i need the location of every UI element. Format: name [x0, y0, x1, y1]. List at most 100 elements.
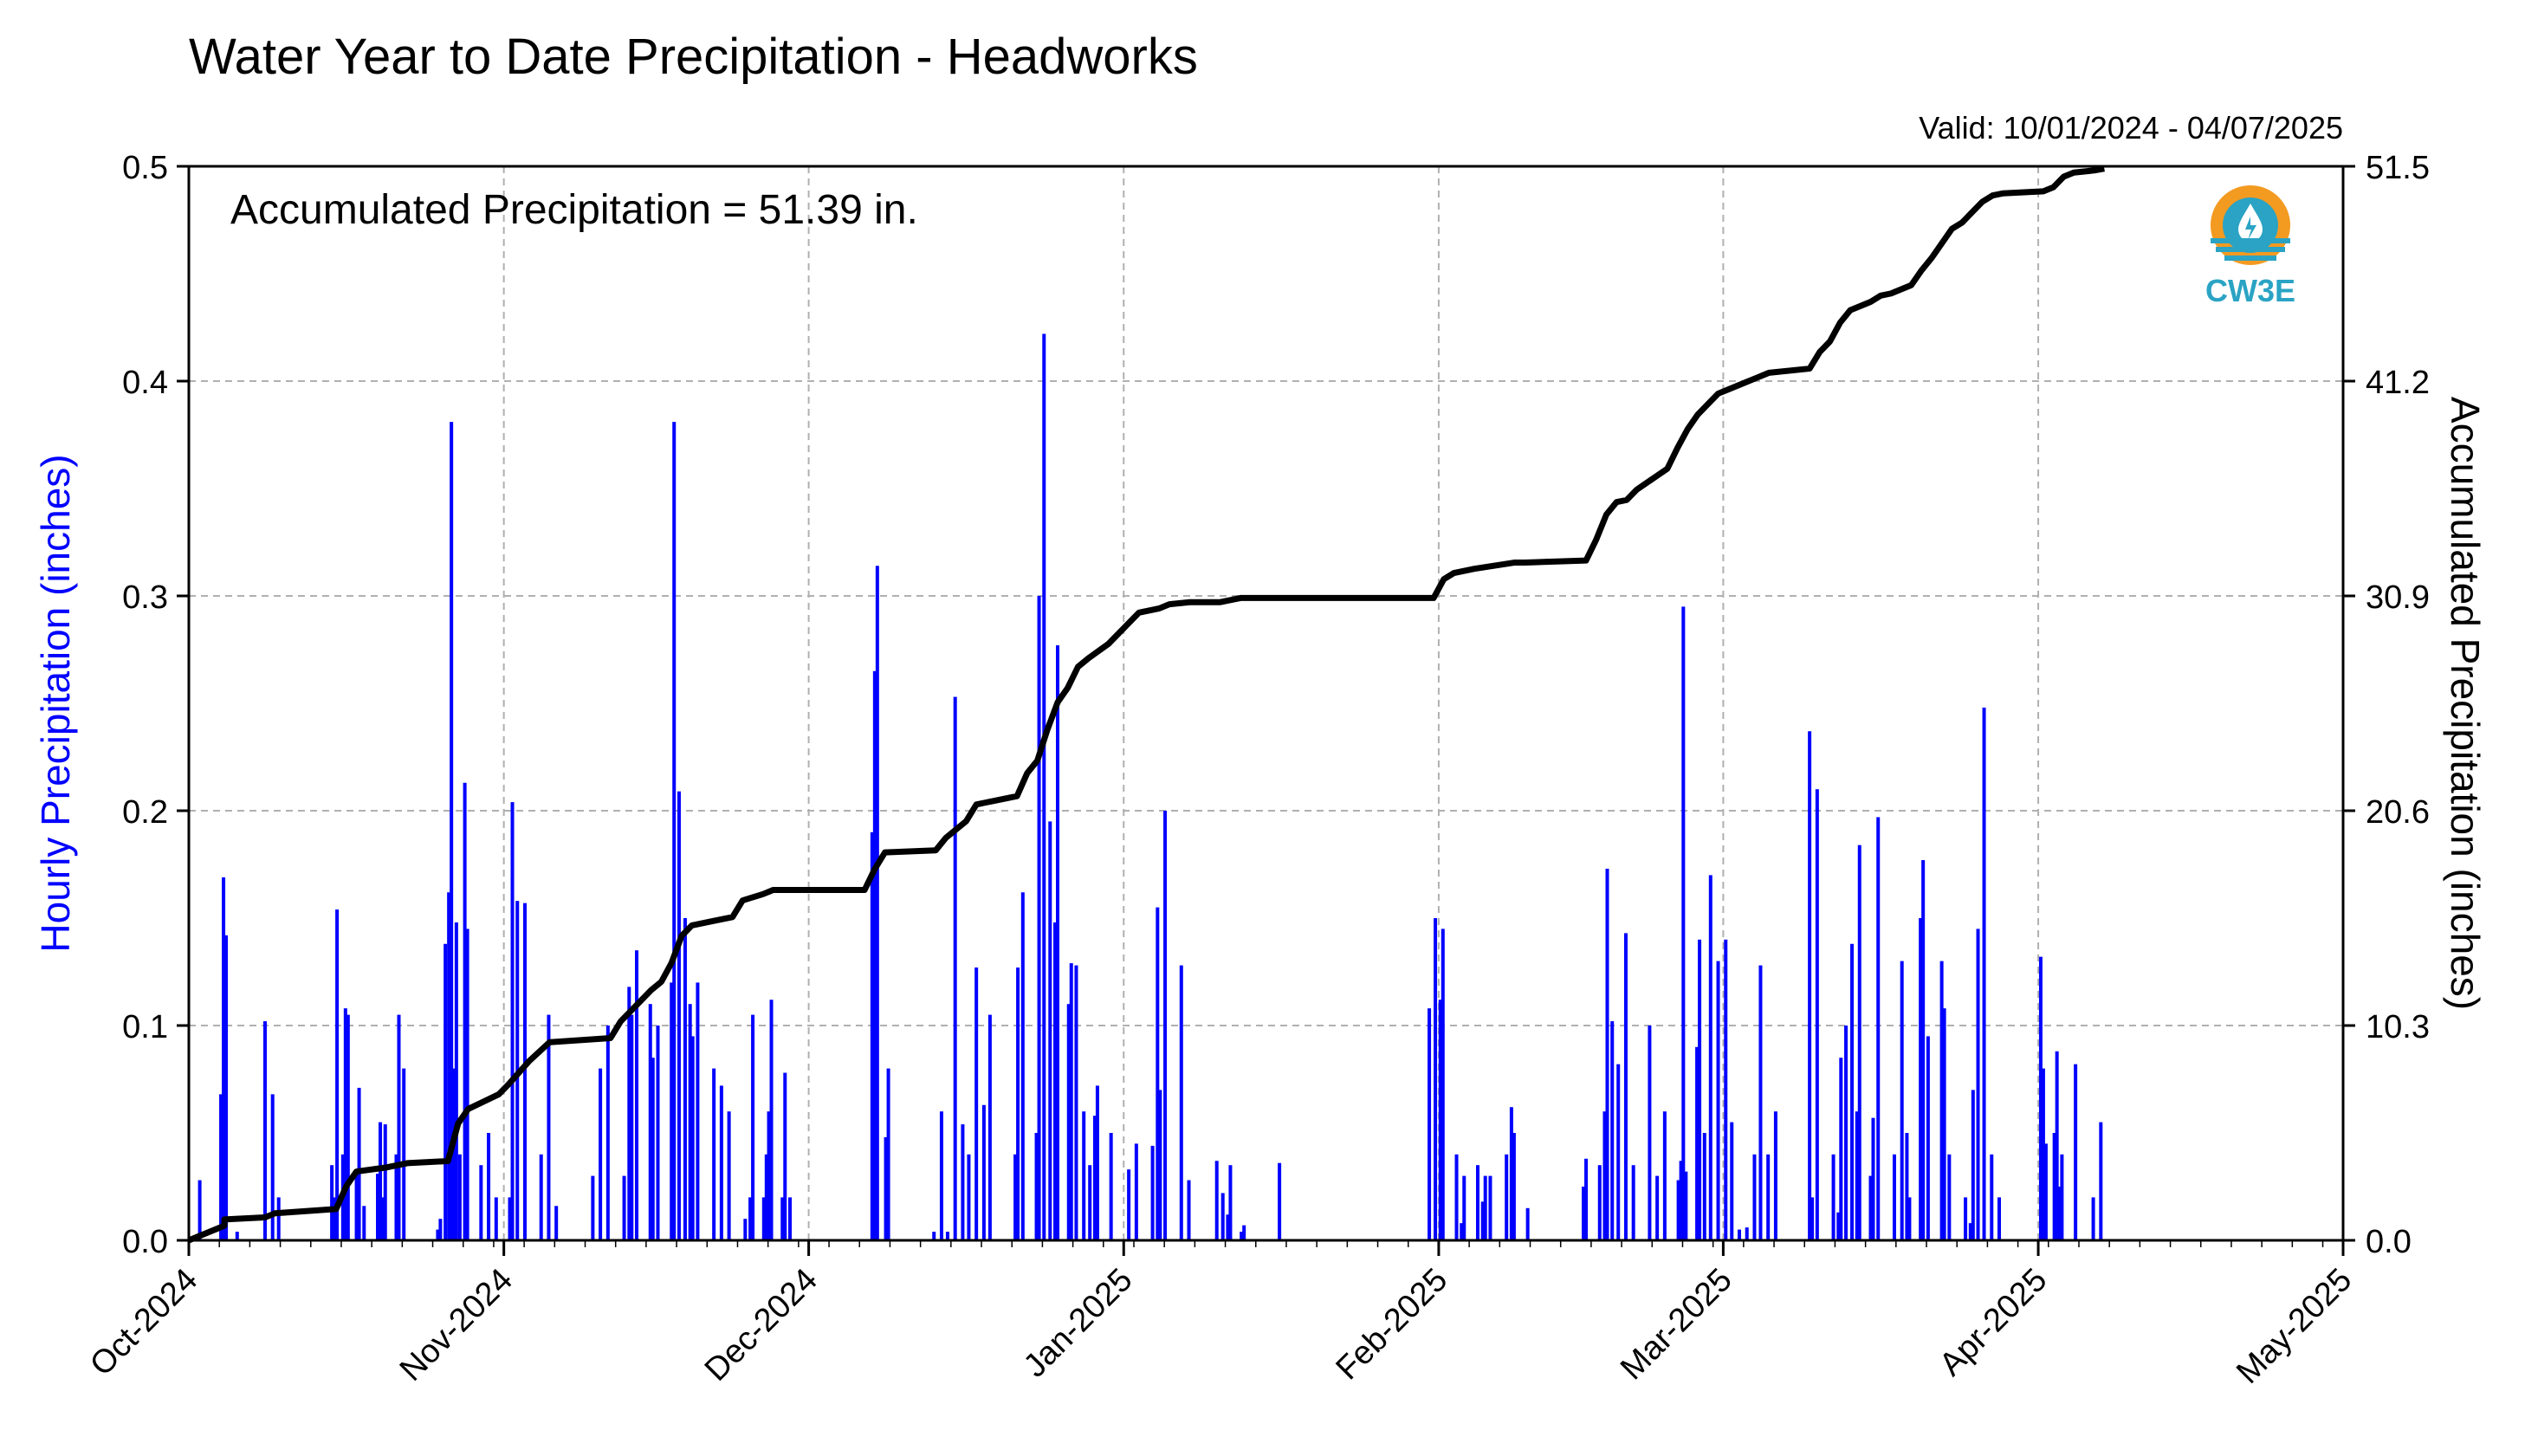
y-right-tick-label: 20.6 — [2366, 794, 2430, 831]
hourly-bar — [1900, 961, 1904, 1240]
hourly-bar — [1475, 1165, 1479, 1240]
hourly-bar — [1483, 1175, 1487, 1240]
hourly-bar — [1179, 965, 1183, 1240]
hourly-bar — [690, 1036, 695, 1240]
hourly-bar — [362, 1206, 366, 1240]
hourly-bar — [379, 1122, 383, 1240]
hourly-bar — [510, 802, 515, 1240]
hourly-bar — [1871, 1117, 1875, 1240]
hourly-bar — [1074, 965, 1078, 1240]
cw3e-logo: CW3E — [2198, 178, 2302, 312]
hourly-bar — [1708, 875, 1712, 1240]
hourly-bar — [748, 1197, 753, 1240]
hourly-bar — [2057, 1187, 2062, 1240]
hourly-bar — [1752, 1154, 1757, 1240]
hourly-bar — [1509, 1107, 1513, 1240]
hourly-bar — [1066, 1004, 1071, 1240]
hourly-bar — [1839, 1058, 1843, 1240]
hourly-bar — [1681, 606, 1686, 1240]
hourly-bar — [1662, 1111, 1667, 1240]
hourly-bar — [457, 1154, 462, 1240]
hourly-bar — [1605, 868, 1609, 1240]
hourly-bar — [1831, 1154, 1835, 1240]
hourly-bar — [224, 935, 229, 1240]
hourly-bar — [886, 1068, 890, 1240]
hourly-bar — [1220, 1193, 1225, 1240]
hourly-bar — [383, 1124, 387, 1240]
y-axis-right-label: Accumulated Precipitation (inches) — [2443, 397, 2488, 1010]
hourly-bar — [1808, 731, 1812, 1240]
hourly-bar — [635, 950, 639, 1240]
hourly-bar — [751, 1014, 755, 1240]
y-left-tick-label: 0.1 — [122, 1009, 168, 1045]
hourly-bar — [1684, 1171, 1688, 1240]
hourly-bar — [443, 943, 448, 1240]
hourly-bar — [1676, 1180, 1680, 1240]
hourly-bar — [719, 1085, 723, 1240]
hourly-bar — [2091, 1197, 2095, 1240]
hourly-bar — [953, 696, 957, 1240]
hourly-bar — [1921, 860, 1926, 1240]
hourly-bar — [1964, 1197, 1968, 1240]
hourly-bar — [1095, 1085, 1099, 1240]
hourly-bar — [605, 1026, 610, 1240]
hourly-bar — [1730, 1122, 1734, 1240]
hourly-bar — [627, 987, 631, 1240]
hourly-bar — [683, 918, 687, 1240]
hourly-bar — [1939, 961, 1944, 1240]
hourly-bar — [1815, 789, 1819, 1240]
y-right-tick-label: 51.5 — [2366, 150, 2430, 186]
hourly-bar — [1844, 1026, 1848, 1240]
cw3e-logo-icon — [2211, 185, 2290, 265]
hourly-bar — [1150, 1145, 1155, 1240]
hourly-bar — [743, 1219, 748, 1240]
hourly-bar — [788, 1197, 793, 1240]
hourly-bar — [380, 1197, 385, 1240]
hourly-bar — [1462, 1175, 1466, 1240]
hourly-bar — [357, 1087, 361, 1240]
x-tick-label: Feb-2025 — [1330, 1262, 1455, 1388]
y-left-tick-label: 0.3 — [122, 579, 168, 616]
hourly-bar — [1505, 1154, 1509, 1240]
hourly-bar — [1163, 811, 1168, 1240]
hourly-bar — [987, 1014, 992, 1240]
hourly-bar — [932, 1232, 936, 1240]
hourly-bar — [939, 1111, 943, 1240]
hourly-bar — [2099, 1122, 2103, 1240]
hourly-bar — [1655, 1175, 1660, 1240]
hourly-bar — [1480, 1201, 1485, 1240]
hourly-bar — [1428, 1008, 1432, 1240]
hourly-bar — [1069, 963, 1073, 1240]
hourly-bar — [1648, 1026, 1652, 1240]
y-right-tick-label: 30.9 — [2366, 579, 2430, 616]
y-left-tick-label: 0.5 — [122, 150, 168, 186]
valid-date-range: Valid: 10/01/2024 - 04/07/2025 — [1919, 110, 2343, 146]
hourly-bar — [1048, 821, 1052, 1240]
hourly-bar — [1056, 645, 1060, 1240]
x-tick-label: Apr-2025 — [1933, 1262, 2054, 1383]
hourly-bar — [1582, 1187, 1586, 1240]
hourly-bar — [1857, 844, 1861, 1240]
hourly-bar — [872, 670, 877, 1240]
hourly-bar — [354, 1174, 359, 1240]
hourly-bar — [1971, 1090, 1975, 1240]
hourly-bar — [1597, 1165, 1602, 1240]
y-left-tick-label: 0.0 — [122, 1224, 168, 1260]
hourly-bar — [1850, 943, 1855, 1240]
hourly-bar — [1892, 1154, 1896, 1240]
hourly-bar — [712, 1068, 716, 1240]
hourly-bar — [1584, 1158, 1589, 1240]
hourly-bar — [1042, 333, 1046, 1241]
hourly-bar — [1438, 1000, 1442, 1240]
hourly-bar — [554, 1206, 559, 1240]
hourly-bar — [487, 1133, 491, 1240]
hourly-bar — [1240, 1232, 1244, 1240]
hourly-bar — [1525, 1207, 1530, 1240]
hourly-bar — [276, 1197, 281, 1240]
hourly-bar — [376, 1174, 380, 1240]
hourly-bar — [1460, 1223, 1464, 1240]
hourly-bar — [450, 422, 454, 1240]
x-tick-label: Dec-2024 — [698, 1262, 825, 1388]
hourly-bar — [402, 1068, 406, 1240]
